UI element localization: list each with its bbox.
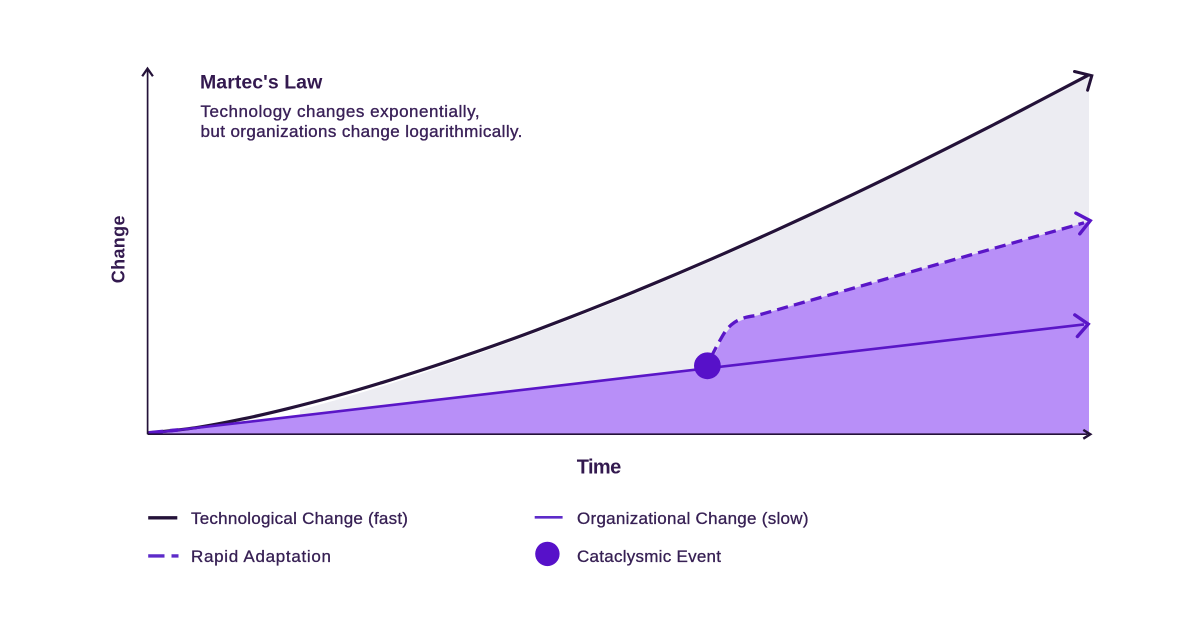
svg-text:Cataclysmic Event: Cataclysmic Event xyxy=(577,547,721,566)
svg-text:Change: Change xyxy=(109,215,129,283)
svg-text:Organizational Change (slow): Organizational Change (slow) xyxy=(577,509,809,528)
svg-text:Rapid Adaptation: Rapid Adaptation xyxy=(191,547,332,566)
svg-text:Martec's Law: Martec's Law xyxy=(200,71,323,93)
svg-text:Technology changes exponential: Technology changes exponentially, xyxy=(201,102,481,121)
svg-text:Time: Time xyxy=(577,456,621,478)
svg-text:Technological Change (fast): Technological Change (fast) xyxy=(191,509,408,528)
svg-text:but organizations change logar: but organizations change logarithmically… xyxy=(201,122,523,141)
